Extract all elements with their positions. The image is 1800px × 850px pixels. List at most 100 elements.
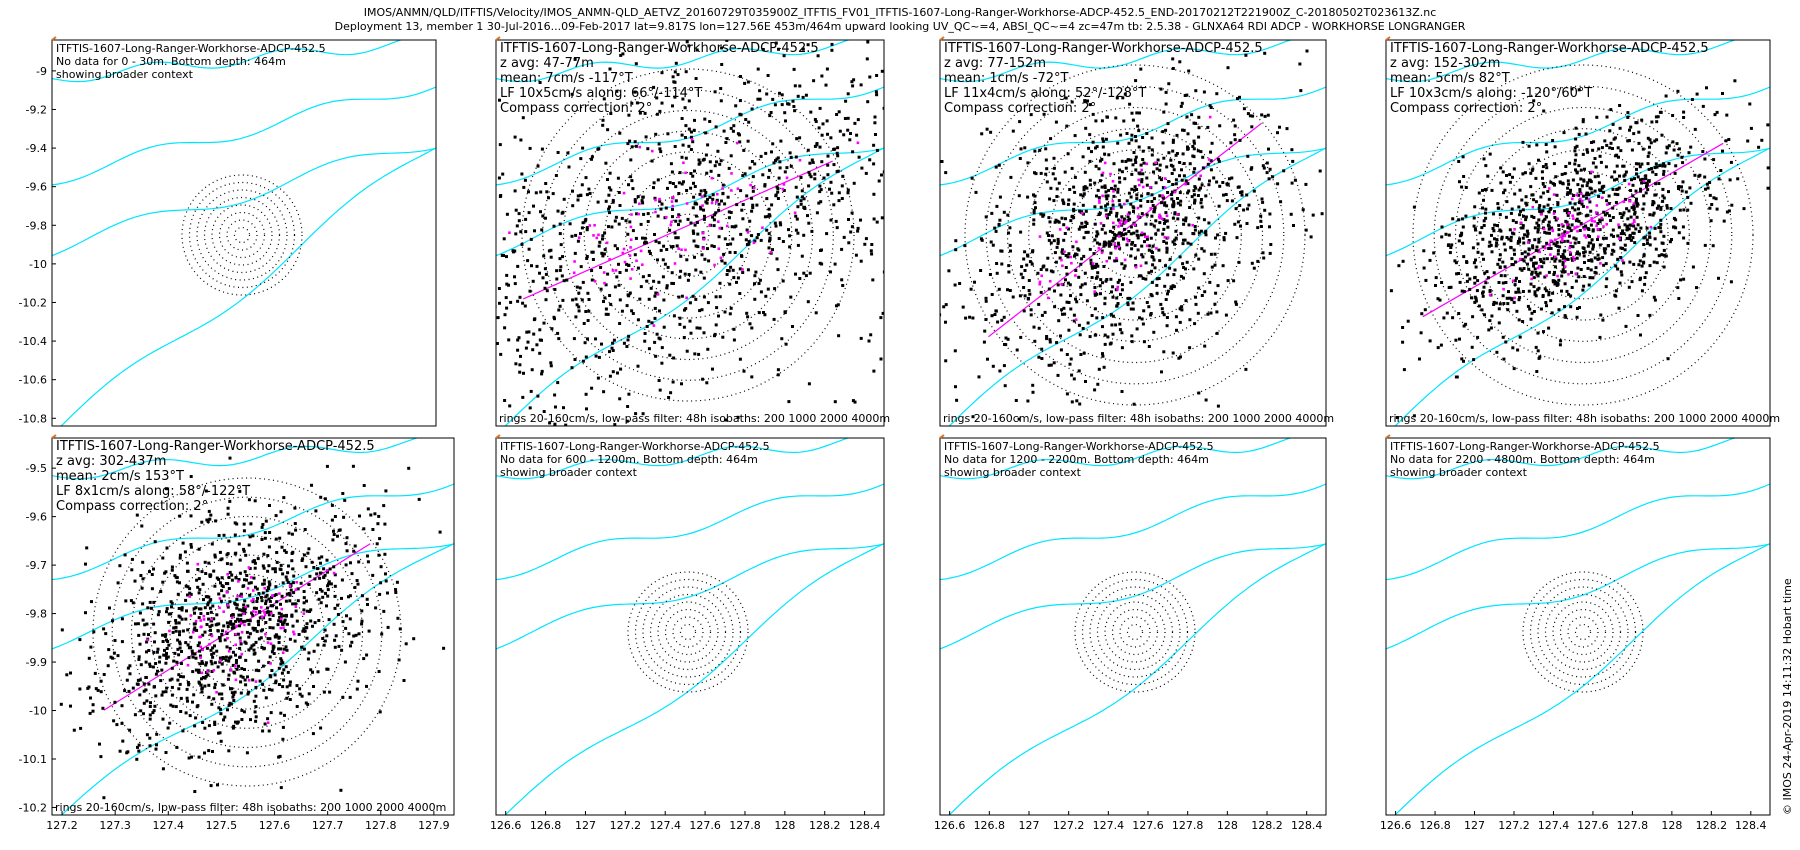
scatter-point [272,645,276,649]
lowpass-point [635,259,638,263]
scatter-point [491,327,494,330]
scatter-point [541,276,545,280]
scatter-point [357,632,361,636]
scatter-point [255,587,259,591]
scatter-point [178,646,182,650]
scatter-point [713,213,717,217]
scatter-point [1571,258,1574,262]
scatter-point [120,721,124,725]
scatter-point [964,316,968,320]
scatter-point [719,87,723,90]
scatter-point [1533,290,1537,294]
scatter-point [1117,243,1121,247]
scatter-point [660,71,664,75]
scatter-point [898,30,901,33]
scatter-point [1182,218,1186,222]
lowpass-point [717,220,720,223]
scatter-point [1646,154,1650,158]
scatter-point [235,603,239,607]
scatter-point [226,605,230,609]
scatter-point [1647,167,1651,171]
scatter-point [1559,339,1563,343]
scatter-point [1497,281,1501,284]
scatter-point [1568,191,1572,195]
lowpass-point [1138,183,1141,187]
scatter-point [184,584,188,588]
scatter-point [1131,163,1135,167]
scatter-point [1481,294,1485,298]
scatter-point [1184,216,1188,220]
scatter-point [1529,258,1533,262]
scatter-point [1119,133,1123,137]
scatter-point [217,692,221,696]
scatter-point [269,610,273,614]
scatter-point [1622,232,1626,236]
scatter-point [1547,224,1551,228]
scatter-point [1070,373,1074,377]
scatter-point [1514,276,1518,280]
scatter-point [1093,238,1097,242]
scatter-point [1039,212,1043,216]
scatter-point [297,633,301,636]
scatter-point [1621,247,1624,250]
scatter-point [1137,129,1141,133]
scatter-point [549,255,553,259]
scatter-point [1107,212,1111,216]
scatter-point [544,272,548,276]
scatter-point [585,257,589,260]
scatter-point [1055,187,1059,191]
lowpass-point [1617,223,1620,226]
isobath-line [948,147,1326,426]
scatter-point [882,170,884,174]
scatter-point [704,153,708,157]
scatter-point [1530,272,1534,276]
scatter-point [868,158,872,162]
scatter-point [251,600,255,604]
scatter-point [1301,208,1305,212]
scatter-point [1175,328,1178,332]
scatter-point [299,592,302,595]
scatter-point [927,253,930,256]
speed-ring [542,89,834,381]
scatter-point [195,628,199,632]
scatter-point [869,249,873,253]
scatter-point [1518,237,1521,241]
scatter-point [1104,190,1108,194]
scatter-point [1635,172,1638,176]
scatter-point [1587,193,1591,197]
scatter-point [1088,159,1092,163]
scatter-point [1458,280,1462,284]
scatter-point [1632,204,1636,208]
scatter-point [840,184,844,188]
scatter-point [1473,276,1477,280]
scatter-point [1200,247,1204,251]
scatter-point [180,617,184,621]
scatter-point [218,550,222,554]
scatter-point [1612,234,1615,238]
scatter-point [576,198,580,202]
scatter-point [150,587,154,591]
scatter-point [1100,119,1104,123]
lowpass-point [1575,193,1578,197]
scatter-point [434,458,437,461]
scatter-point [1582,251,1586,255]
scatter-point [1186,241,1190,245]
scatter-point [483,276,486,279]
scatter-point [1178,60,1182,64]
scatter-point [1086,321,1090,325]
scatter-point [1176,217,1180,221]
scatter-point [213,661,217,665]
scatter-point [725,40,729,42]
scatter-point [1662,196,1666,200]
scatter-point [1068,283,1072,287]
scatter-point [186,628,190,632]
scatter-point [281,685,285,689]
scatter-point [169,703,173,707]
scatter-point [1035,282,1038,285]
scatter-point [672,282,675,285]
scatter-point [1162,350,1166,354]
scatter-point [1657,226,1661,229]
lowpass-point [713,263,716,267]
scatter-point [1104,208,1108,212]
scatter-point [1105,278,1109,281]
